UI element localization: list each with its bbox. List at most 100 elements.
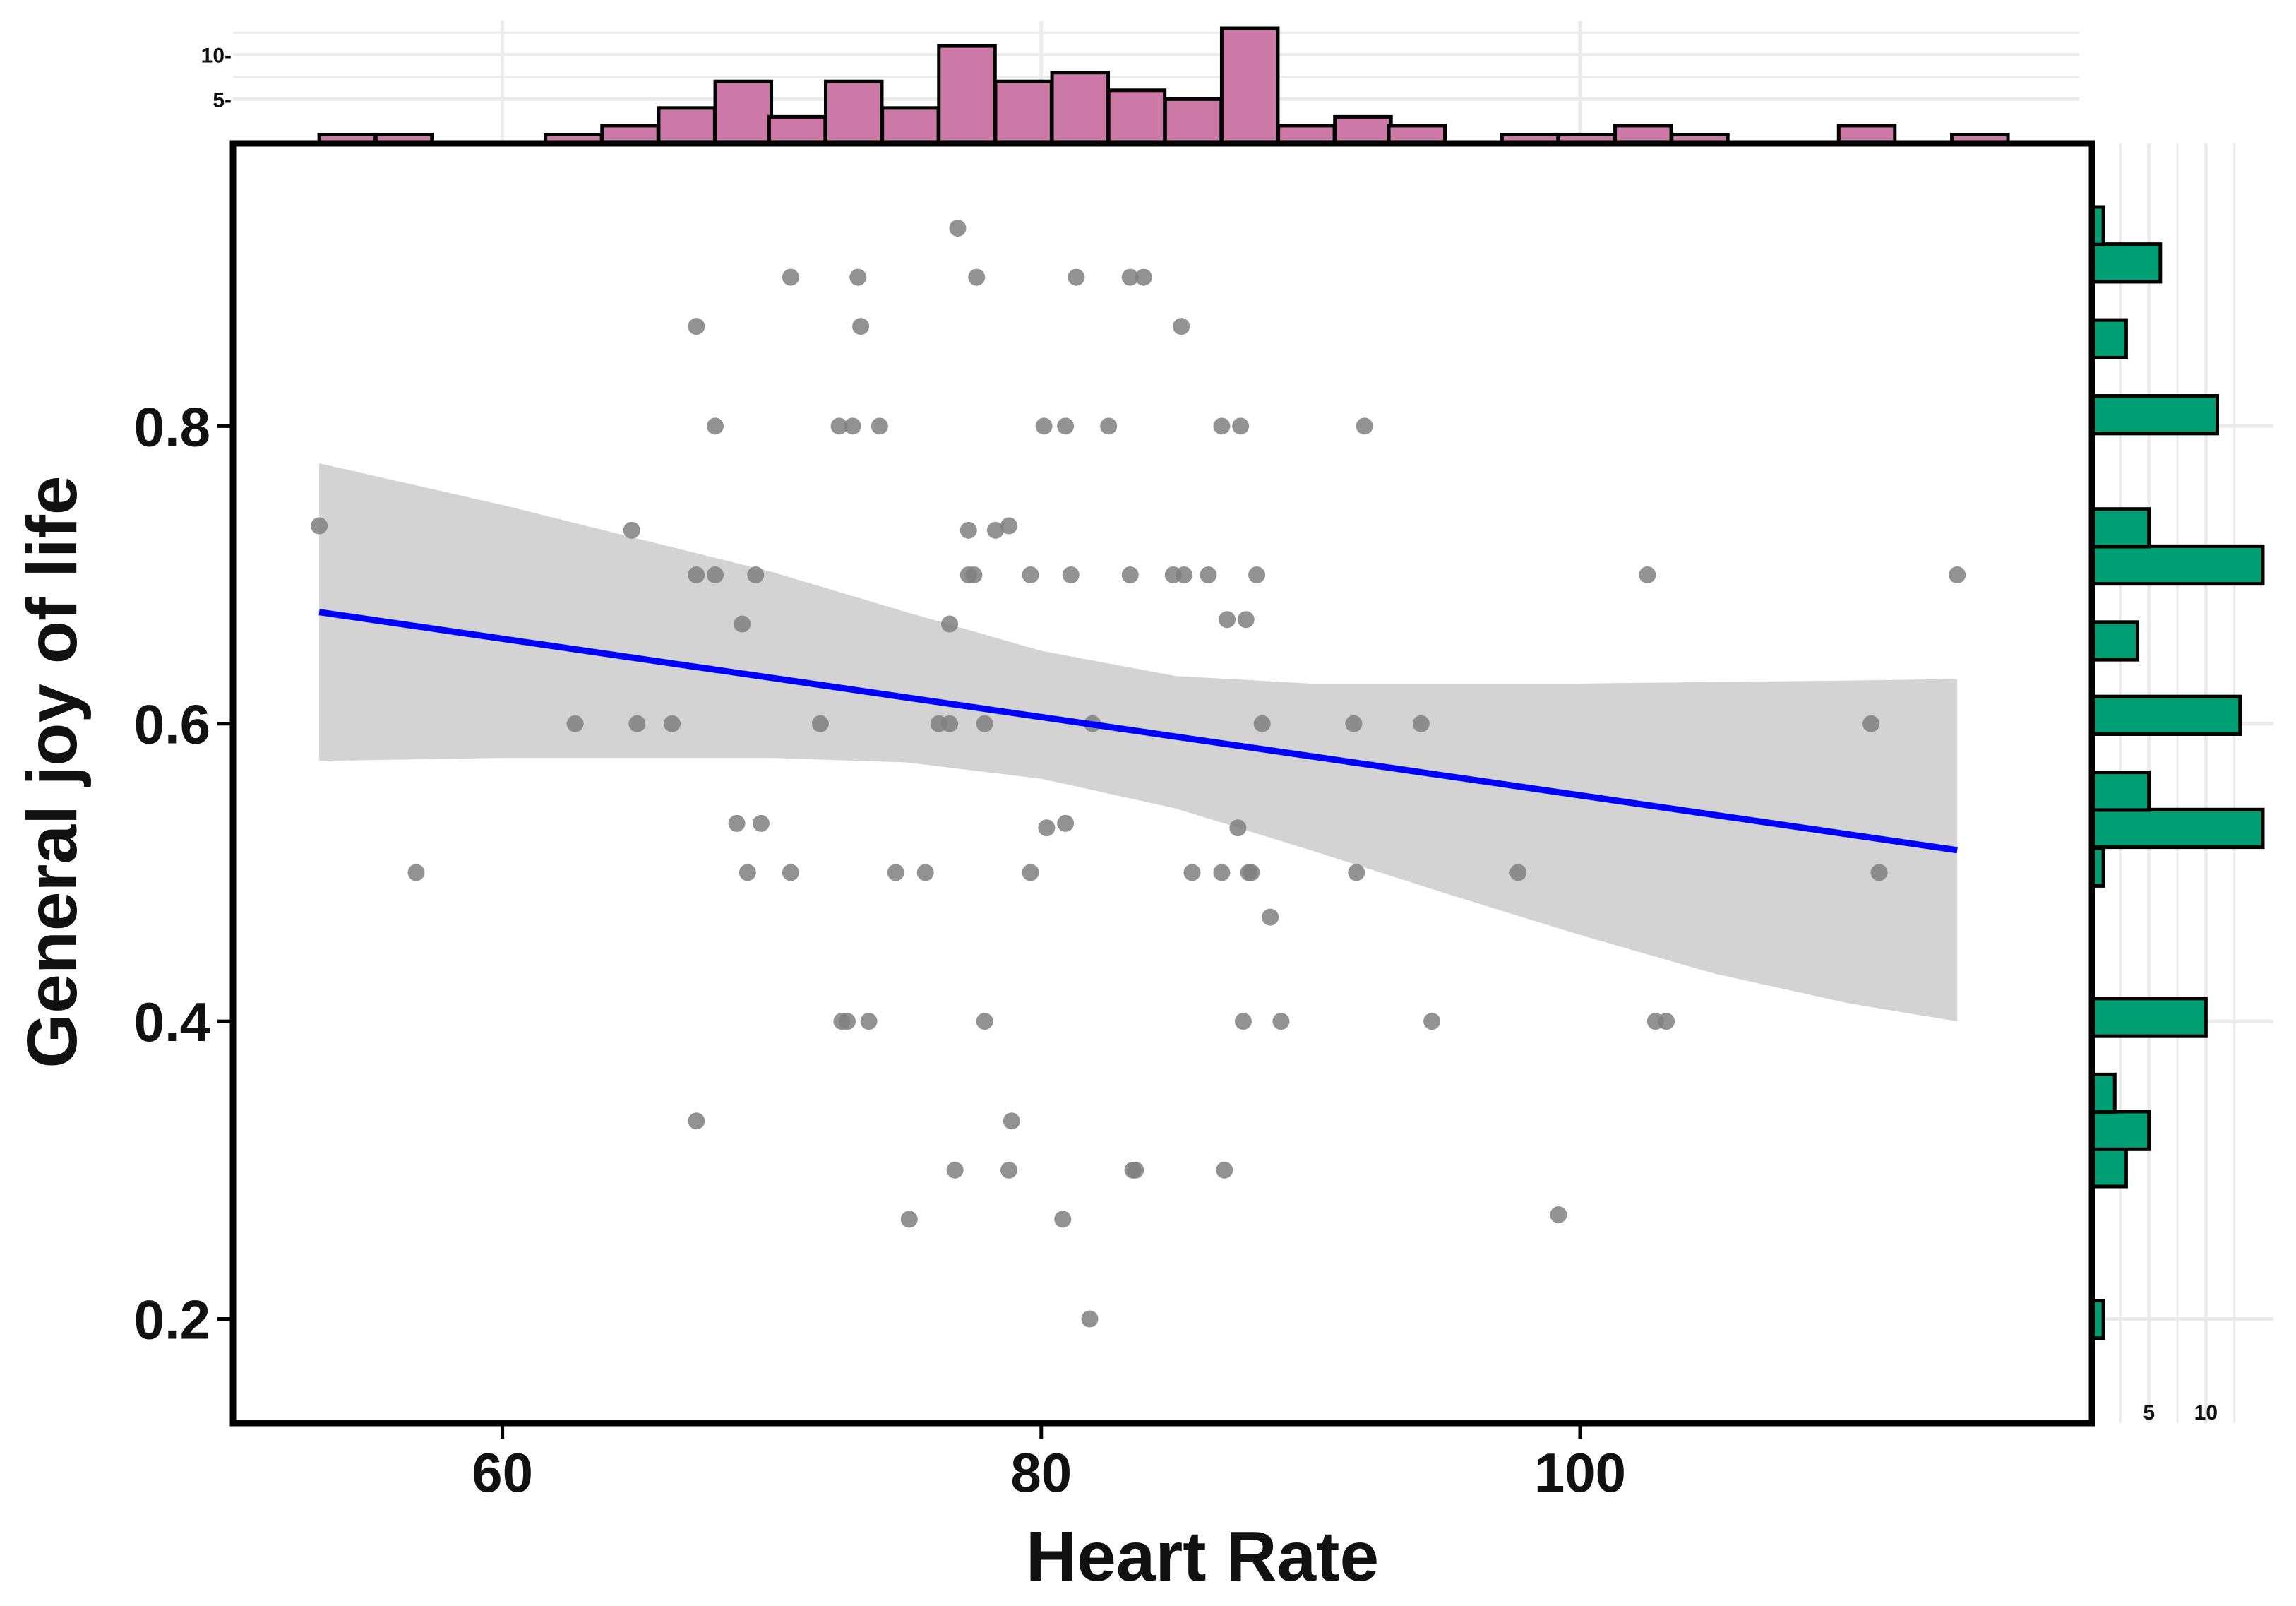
top-histogram-bar [1219, 26, 1280, 145]
scatter-point [1135, 268, 1152, 286]
scatter-point [1232, 417, 1250, 435]
scatter-point [941, 615, 959, 633]
scatter-point [968, 268, 986, 286]
scatter-point [1243, 864, 1260, 881]
regression-line [318, 609, 1958, 854]
scatter-point [1121, 566, 1139, 584]
top-histogram-bar [880, 106, 940, 145]
scatter-point [1000, 517, 1017, 535]
y-tick-label: 0.2 [134, 1289, 210, 1351]
scatter-point [844, 417, 861, 435]
scatter-point [1509, 864, 1527, 881]
top-histogram-gridlines [233, 21, 2079, 143]
scatter-point [946, 1161, 964, 1179]
top-histogram-bar [993, 79, 1053, 145]
scatter-point [887, 864, 904, 881]
y-tick-label: 0.6 [134, 694, 210, 756]
right-histogram-bars [2090, 205, 2265, 1340]
scatter-point [707, 566, 724, 584]
right-histogram-bar [2090, 807, 2265, 850]
scatter-point [852, 318, 870, 335]
scatter-point [1229, 819, 1247, 837]
right-histogram-count-ticks: 5 10 [2143, 1401, 2218, 1424]
y-axis-ticks: 0.2 0.4 0.6 0.8 [134, 395, 230, 1351]
right-histogram-bar [2090, 242, 2163, 284]
scatter-point [1423, 1013, 1441, 1030]
scatter-point [782, 864, 799, 881]
top-histogram-bar [1050, 71, 1111, 145]
right-histogram-bar [2090, 507, 2151, 549]
x-tick-label: 100 [1534, 1441, 1626, 1504]
top-histogram-count-label: 5- [213, 88, 232, 112]
scatter-point [949, 220, 967, 237]
scatter-point [1068, 268, 1085, 286]
right-histogram-bar [2090, 694, 2242, 736]
scatter-point [871, 417, 888, 435]
scatter-point [1038, 819, 1056, 837]
scatter-point [959, 521, 977, 539]
scatter-point [1022, 864, 1039, 881]
scatter-point [1253, 715, 1271, 732]
scatter-point [1870, 864, 1888, 881]
confidence-band [319, 463, 1958, 1022]
scatter-point [688, 318, 705, 335]
top-histogram-bar [824, 79, 884, 145]
scatter-point [830, 417, 848, 435]
scatter-point [688, 566, 705, 584]
right-histogram-bar [2090, 394, 2219, 436]
top-marginal-histogram: 5- 10- [201, 21, 2079, 145]
scatter-point [916, 864, 934, 881]
top-histogram-bar [937, 44, 997, 145]
top-histogram-bar [1163, 97, 1224, 145]
scatter-point [566, 715, 584, 732]
top-histogram-bar [1333, 114, 1393, 145]
scatter-point [752, 814, 770, 832]
scatter-point [1862, 715, 1880, 732]
y-tick-label: 0.8 [134, 395, 210, 458]
scatter-point [782, 268, 799, 286]
scatter-point [1173, 318, 1190, 335]
scatter-point [986, 521, 1004, 539]
scatter-point [1100, 417, 1118, 435]
scatter-point [1550, 1206, 1567, 1224]
scatter-point [407, 864, 425, 881]
right-histogram-count-label: 5 [2143, 1401, 2155, 1424]
scatter-point [1081, 1310, 1099, 1328]
scatter-point [1272, 1013, 1290, 1030]
scatter-point [1176, 566, 1193, 584]
scatter-point [839, 1013, 856, 1030]
scatter-point [1183, 864, 1201, 881]
scatter-point [1248, 566, 1266, 584]
x-axis-title: Heart Rate [1026, 1517, 1379, 1596]
right-histogram-bar [2090, 1110, 2151, 1151]
x-tick-label: 80 [1010, 1441, 1072, 1504]
scatter-point [628, 715, 646, 732]
scatter-point [1262, 908, 1279, 926]
right-histogram-count-label: 10 [2194, 1401, 2218, 1424]
right-histogram-bar [2090, 1072, 2117, 1114]
top-histogram-bar [657, 106, 717, 145]
scatter-point [976, 1013, 993, 1030]
scatter-point [1213, 417, 1231, 435]
right-histogram-bar [2090, 318, 2128, 359]
right-histogram-bar [2090, 771, 2151, 812]
scatter-point [941, 715, 959, 732]
scatter-point [747, 566, 765, 584]
right-marginal-histogram: 5 10 [2090, 143, 2273, 1424]
right-histogram-bar [2090, 997, 2208, 1038]
scatter-point [1639, 566, 1656, 584]
top-histogram-bar [1106, 88, 1167, 145]
top-histogram-bar [713, 79, 774, 145]
right-histogram-bar [2090, 544, 2265, 586]
scatter-point [1057, 814, 1075, 832]
scatter-point [739, 864, 756, 881]
confidence-band-layer [319, 463, 1958, 1022]
scatter-point [1054, 1211, 1072, 1228]
scatter-point [1345, 715, 1363, 732]
scatter-point [860, 1013, 878, 1030]
scatter-point [1121, 268, 1139, 286]
scatter-point [734, 615, 751, 633]
scatter-point [1057, 417, 1075, 435]
x-axis-ticks: 60 80 100 [472, 1426, 1626, 1504]
scatter-point [623, 521, 640, 539]
